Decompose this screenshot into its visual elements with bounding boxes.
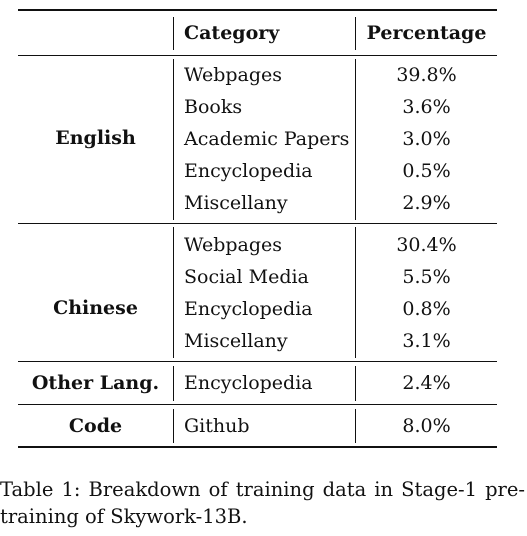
group-label-chinese: Chinese (53, 297, 138, 319)
column-divider (173, 227, 174, 358)
group-label-other-lang: Other Lang. (31, 372, 160, 394)
table-cell-category: Github (184, 415, 250, 437)
header-rule (18, 55, 497, 56)
chinese-bottom-rule (18, 361, 497, 362)
table-cell-category: Books (184, 96, 243, 118)
table-cell-category: Encyclopedia (184, 298, 313, 320)
group-label-code: Code (68, 415, 123, 437)
table-cell-percentage: 8.0% (402, 415, 451, 437)
table-cell-category: Miscellany (184, 192, 288, 214)
table-cell-percentage: 0.8% (402, 298, 451, 320)
bottom-rule (18, 446, 497, 448)
column-divider (355, 366, 356, 401)
table-cell-category: Webpages (184, 64, 283, 86)
table-cell-percentage: 0.5% (402, 160, 451, 182)
column-divider (355, 17, 356, 50)
table-cell-category: Webpages (184, 234, 283, 256)
group-label-english: English (55, 127, 136, 149)
table-cell-category: Miscellany (184, 330, 288, 352)
table-cell-percentage: 30.4% (396, 234, 457, 256)
table-cell-percentage: 5.5% (402, 266, 451, 288)
table-caption: Table 1: Breakdown of training data in S… (0, 478, 525, 528)
column-divider (173, 409, 174, 443)
column-divider (355, 227, 356, 358)
column-divider (173, 59, 174, 220)
other-lang-bottom-rule (18, 404, 497, 405)
top-rule (18, 9, 497, 11)
table-cell-category: Social Media (184, 266, 309, 288)
column-header-percentage: Percentage (366, 22, 487, 44)
column-divider (173, 17, 174, 50)
table-cell-percentage: 2.4% (402, 372, 451, 394)
table-cell-category: Academic Papers (184, 128, 350, 150)
table-cell-percentage: 3.6% (402, 96, 451, 118)
table-cell-category: Encyclopedia (184, 372, 313, 394)
table-cell-percentage: 2.9% (402, 192, 451, 214)
column-header-category: Category (184, 22, 280, 44)
table-cell-category: Encyclopedia (184, 160, 313, 182)
table-cell-percentage: 3.0% (402, 128, 451, 150)
table-cell-percentage: 39.8% (396, 64, 457, 86)
table-cell-percentage: 3.1% (402, 330, 451, 352)
english-bottom-rule (18, 223, 497, 224)
column-divider (355, 409, 356, 443)
column-divider (355, 59, 356, 220)
column-divider (173, 366, 174, 401)
